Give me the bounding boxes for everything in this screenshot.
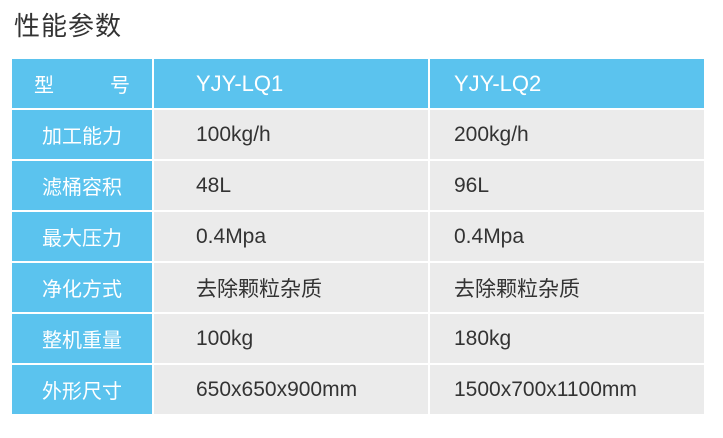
row-label: 最大压力 bbox=[10, 210, 154, 263]
table-row: 外形尺寸 650x650x900mm 1500x700x1100mm bbox=[10, 363, 706, 416]
row-label: 净化方式 bbox=[10, 261, 154, 314]
cell-value: 180kg bbox=[428, 312, 706, 365]
cell-value: 100kg/h bbox=[152, 108, 430, 161]
table-row: 最大压力 0.4Mpa 0.4Mpa bbox=[10, 210, 706, 263]
table-header-row: 型号 YJY-LQ1 YJY-LQ2 bbox=[10, 57, 706, 110]
cell-value: 100kg bbox=[152, 312, 430, 365]
table-row: 滤桶容积 48L 96L bbox=[10, 159, 706, 212]
row-label: 整机重量 bbox=[10, 312, 154, 365]
cell-value: 1500x700x1100mm bbox=[428, 363, 706, 416]
cell-value: 48L bbox=[152, 159, 430, 212]
row-label: 滤桶容积 bbox=[10, 159, 154, 212]
table-row: 净化方式 去除颗粒杂质 去除颗粒杂质 bbox=[10, 261, 706, 314]
cell-value: 200kg/h bbox=[428, 108, 706, 161]
model-label-cell: 型号 bbox=[10, 57, 154, 110]
row-label: 加工能力 bbox=[10, 108, 154, 161]
cell-value: 去除颗粒杂质 bbox=[152, 261, 430, 314]
model-2-header: YJY-LQ2 bbox=[428, 57, 706, 110]
cell-value: 96L bbox=[428, 159, 706, 212]
row-label: 外形尺寸 bbox=[10, 363, 154, 416]
model-1-header: YJY-LQ1 bbox=[152, 57, 430, 110]
table-row: 加工能力 100kg/h 200kg/h bbox=[10, 108, 706, 161]
model-label-left: 型 bbox=[34, 73, 54, 97]
cell-value: 650x650x900mm bbox=[152, 363, 430, 416]
model-label-right: 号 bbox=[110, 73, 130, 97]
cell-value: 0.4Mpa bbox=[428, 210, 706, 263]
page-title: 性能参数 bbox=[14, 12, 123, 42]
table-row: 整机重量 100kg 180kg bbox=[10, 312, 706, 365]
spec-table: 型号 YJY-LQ1 YJY-LQ2 加工能力 100kg/h 200kg/h 滤桶… bbox=[10, 57, 706, 416]
cell-value: 去除颗粒杂质 bbox=[428, 261, 706, 314]
cell-value: 0.4Mpa bbox=[152, 210, 430, 263]
